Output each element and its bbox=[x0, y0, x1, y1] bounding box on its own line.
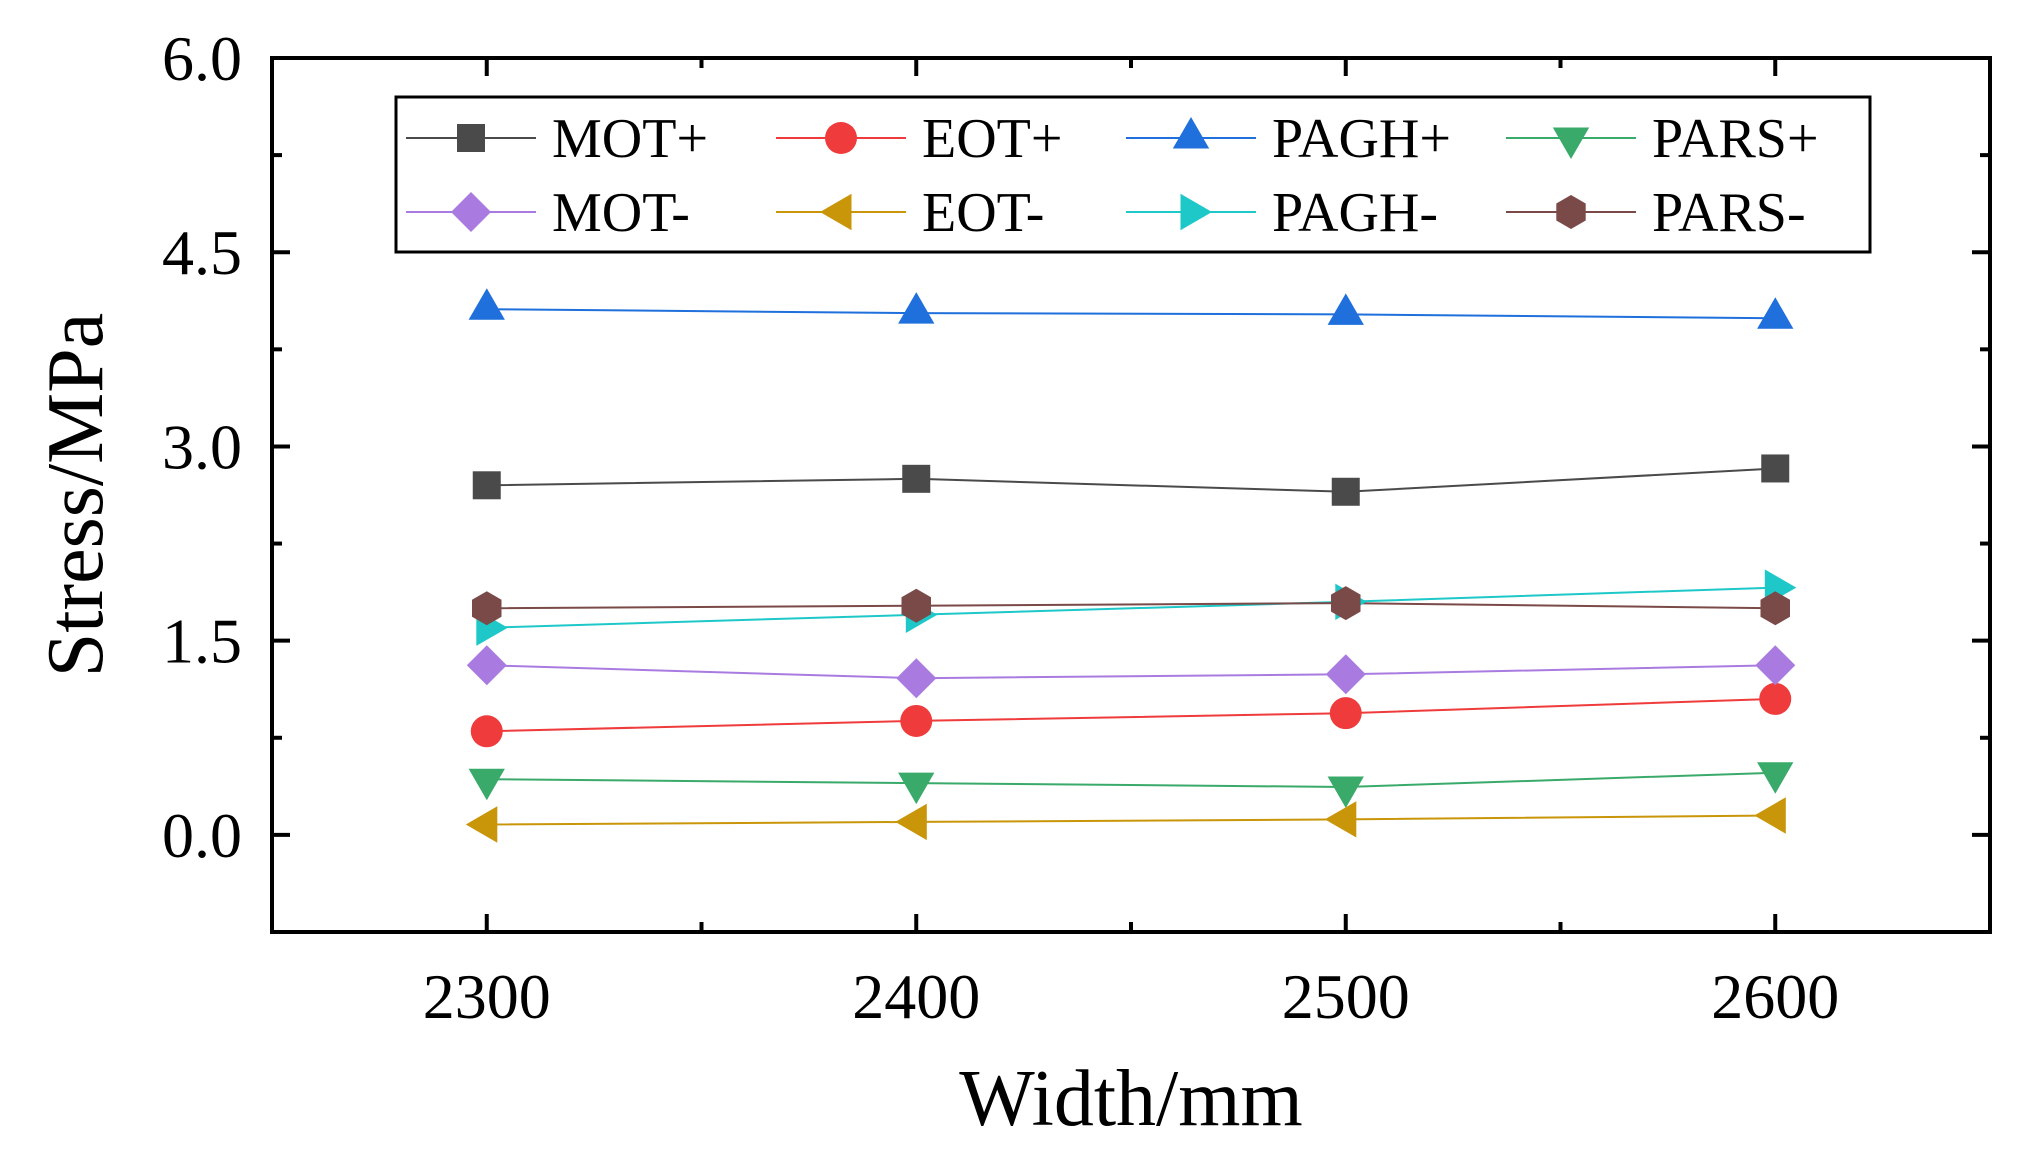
series-line-EOT- bbox=[486, 814, 1776, 826]
x-tick-label: 2500 bbox=[1282, 961, 1410, 1032]
y-axis-title: Stress/MPa bbox=[32, 313, 120, 678]
legend-label-EOT+: EOT+ bbox=[922, 108, 1062, 170]
data-point-MOT--2400 bbox=[896, 658, 937, 699]
data-point-EOT+-2600 bbox=[1759, 682, 1792, 715]
data-point-PARS--2300 bbox=[472, 591, 502, 626]
y-tick-label: 4.5 bbox=[162, 217, 242, 288]
data-point-MOT+-2500 bbox=[1331, 477, 1360, 506]
data-point-PAGH+-2300 bbox=[468, 288, 505, 320]
legend-label-MOT+: MOT+ bbox=[552, 108, 708, 170]
data-point-MOT+-2400 bbox=[902, 464, 931, 493]
legend-marker-MOT- bbox=[451, 192, 491, 232]
data-point-PARS+-2600 bbox=[1757, 762, 1794, 794]
legend-label-PAGH+: PAGH+ bbox=[1272, 108, 1451, 170]
data-point-PAGH+-2600 bbox=[1757, 297, 1794, 329]
data-point-PARS--2400 bbox=[901, 588, 931, 623]
legend-label-PAGH-: PAGH- bbox=[1272, 182, 1438, 244]
legend-label-PARS+: PARS+ bbox=[1652, 108, 1819, 170]
legend-marker-EOT- bbox=[820, 193, 852, 231]
data-point-EOT--2400 bbox=[895, 803, 927, 841]
data-point-PAGH+-2500 bbox=[1327, 293, 1364, 325]
legend-marker-EOT+ bbox=[825, 122, 857, 154]
data-point-EOT+-2300 bbox=[470, 715, 503, 748]
series-markers bbox=[465, 288, 1797, 843]
y-tick-label: 0.0 bbox=[162, 800, 242, 871]
data-point-EOT--2300 bbox=[465, 806, 498, 843]
data-point-MOT--2300 bbox=[466, 645, 507, 686]
data-point-EOT+-2400 bbox=[900, 704, 933, 737]
y-tick-label: 3.0 bbox=[162, 411, 242, 482]
series-line-PARS+ bbox=[486, 771, 1776, 789]
data-point-PARS--2600 bbox=[1760, 591, 1790, 626]
legend-marker-PARS- bbox=[1556, 195, 1586, 229]
series-line-PARS- bbox=[486, 602, 1776, 610]
data-point-MOT--2500 bbox=[1325, 654, 1366, 695]
data-point-MOT+-2600 bbox=[1761, 454, 1790, 483]
data-point-PARS--2500 bbox=[1331, 586, 1361, 621]
data-point-PARS+-2400 bbox=[898, 772, 935, 805]
tick-labels: 2300 2400 2500 2600 0.0 1.5 3.0 4.5 6.0 bbox=[162, 23, 1839, 1032]
data-point-EOT+-2500 bbox=[1329, 697, 1362, 730]
series-line-EOT+ bbox=[486, 697, 1776, 733]
y-tick-label: 6.0 bbox=[162, 23, 242, 94]
legend-marker-MOT+ bbox=[457, 124, 485, 152]
series-line-MOT- bbox=[486, 664, 1776, 680]
legend-marker-PAGH+ bbox=[1172, 117, 1210, 149]
data-point-MOT+-2300 bbox=[472, 471, 501, 500]
y-tick-label: 1.5 bbox=[162, 606, 242, 677]
legend: MOT+ EOT+ PAGH+ PARS+ MOT- EOT- PAGH- PARS- bbox=[394, 95, 1872, 254]
series-line-PAGH+ bbox=[486, 308, 1776, 320]
legend-box bbox=[394, 95, 1872, 254]
data-point-PARS+-2300 bbox=[468, 768, 505, 801]
series-line-PAGH- bbox=[486, 586, 1776, 629]
data-point-PARS+-2500 bbox=[1327, 776, 1364, 808]
data-point-PAGH+-2400 bbox=[898, 292, 935, 324]
data-point-MOT--2600 bbox=[1755, 645, 1796, 686]
legend-label-PARS-: PARS- bbox=[1652, 182, 1806, 244]
legend-marker-PARS+ bbox=[1552, 127, 1590, 159]
axis-ticks bbox=[272, 56, 1990, 934]
legend-marker-PAGH- bbox=[1180, 193, 1212, 231]
x-tick-label: 2600 bbox=[1711, 961, 1839, 1032]
legend-label-MOT-: MOT- bbox=[552, 182, 690, 244]
legend-label-EOT-: EOT- bbox=[922, 182, 1044, 244]
series-lines bbox=[486, 308, 1776, 826]
x-axis-title: Width/mm bbox=[959, 1055, 1302, 1143]
data-point-EOT--2500 bbox=[1324, 801, 1357, 838]
x-tick-label: 2300 bbox=[423, 961, 551, 1032]
series-line-MOT+ bbox=[486, 467, 1776, 493]
data-point-EOT--2600 bbox=[1754, 797, 1786, 834]
legend-items: MOT+ EOT+ PAGH+ PARS+ MOT- EOT- PAGH- PARS- bbox=[406, 108, 1819, 244]
x-tick-label: 2400 bbox=[852, 961, 980, 1032]
